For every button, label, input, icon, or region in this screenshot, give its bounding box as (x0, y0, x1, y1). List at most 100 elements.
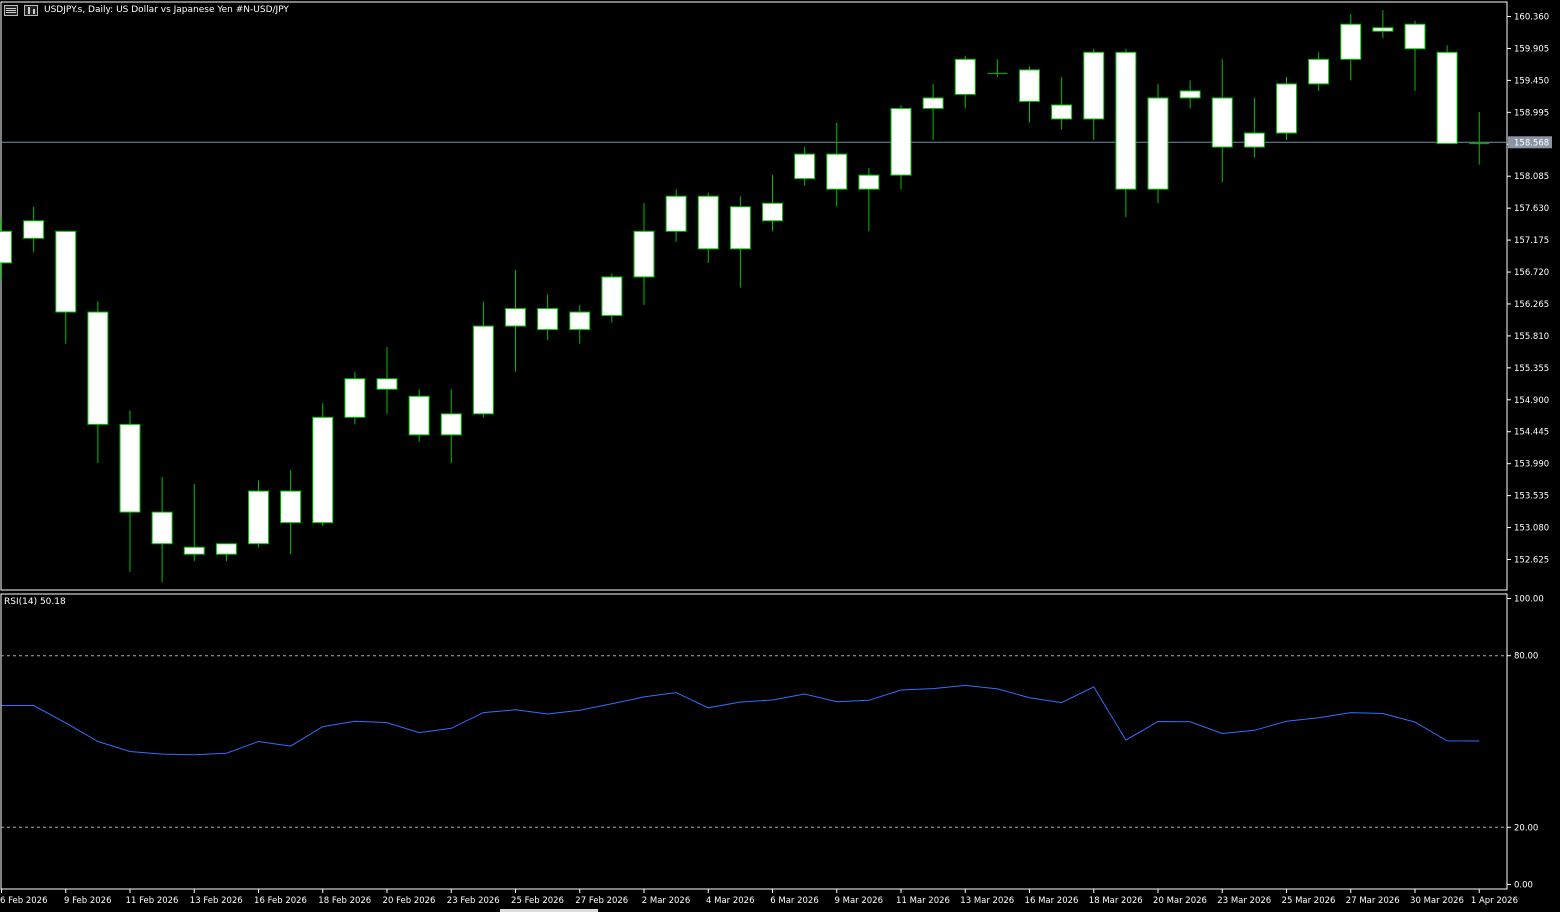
candle-body (1019, 69, 1040, 102)
time-tick-label: 2 Mar 2026 (642, 896, 690, 906)
candle (1179, 80, 1201, 109)
candle (215, 543, 237, 562)
candle-body (922, 97, 944, 109)
time-tick-label: 20 Feb 2026 (383, 896, 436, 906)
price-tick-label: 154.900 (1514, 396, 1549, 406)
candle (1243, 97, 1265, 158)
rsi-tick-label: 0.00 (1514, 881, 1533, 891)
candle (0, 217, 12, 281)
candle (633, 203, 655, 306)
time-tick-label: 18 Feb 2026 (318, 896, 371, 906)
time-tick-label: 9 Mar 2026 (835, 896, 883, 906)
candle (697, 192, 719, 263)
candle (440, 389, 462, 463)
candle-body (954, 58, 976, 95)
candle-body (151, 511, 173, 545)
time-tick-label: 13 Feb 2026 (190, 896, 243, 906)
candle (1019, 66, 1040, 123)
candle-body (119, 423, 141, 513)
price-axis: 160.360159.905159.450158.995158.540158.0… (1, 13, 1552, 566)
candle (1372, 10, 1394, 39)
rsi-panel: 100.00 80.00 20.00 0.00 (1, 595, 1544, 891)
candle-body (280, 490, 302, 524)
candle-body (55, 230, 77, 313)
candle (1436, 45, 1458, 145)
candle-body (505, 308, 526, 327)
candle-body (1211, 97, 1233, 148)
chart-frame (0, 1, 1508, 890)
rsi-tick-label: 20.00 (1514, 823, 1538, 833)
candle-body (440, 413, 462, 436)
candle-body (344, 378, 366, 418)
chart-title: USDJPY.s, Daily: US Dollar vs Japanese Y… (44, 5, 289, 15)
candle (537, 294, 559, 341)
candle (312, 403, 334, 527)
candle (1083, 48, 1105, 141)
time-tick-label: 6 Feb 2026 (0, 896, 48, 906)
candle-body (1308, 58, 1330, 85)
candle-body (0, 230, 12, 264)
candle (569, 305, 591, 344)
symbol-menu-icon[interactable] (4, 4, 18, 16)
chart-type-icon[interactable] (24, 4, 38, 16)
candle-body (1276, 83, 1297, 134)
price-tick-label: 152.625 (1514, 556, 1549, 566)
rsi-label: RSI(14) 50.18 (4, 597, 66, 607)
price-tick-label: 159.450 (1514, 76, 1549, 86)
candle (922, 83, 944, 141)
candle (729, 196, 751, 288)
candle-body (1179, 90, 1201, 99)
candle (344, 371, 366, 425)
candle-body (890, 107, 912, 176)
candle (23, 206, 45, 253)
price-tick-label: 155.355 (1514, 364, 1549, 374)
candle-body (762, 202, 783, 222)
candle-body (665, 195, 687, 232)
price-tick-label: 153.990 (1514, 460, 1549, 470)
price-tick-label: 153.535 (1514, 492, 1549, 502)
candle-body (1436, 51, 1458, 145)
time-tick-label: 13 Mar 2026 (960, 896, 1014, 906)
candle-body (697, 195, 719, 250)
price-tick-label: 160.360 (1514, 13, 1549, 23)
candle (1404, 20, 1426, 91)
candle-body (23, 220, 45, 239)
candle-body (183, 546, 205, 555)
candle (472, 301, 494, 418)
candle-body (633, 230, 655, 278)
scroll-indicator[interactable] (500, 909, 598, 912)
price-tick-label: 157.630 (1514, 204, 1549, 214)
time-tick-label: 16 Feb 2026 (254, 896, 307, 906)
candles-group (0, 10, 1490, 583)
time-tick-label: 4 Mar 2026 (706, 896, 754, 906)
candle-body (312, 416, 334, 524)
candle (1147, 83, 1169, 204)
candle (1051, 76, 1073, 130)
time-tick-label: 20 Mar 2026 (1153, 896, 1207, 906)
price-tick-label: 153.080 (1514, 524, 1549, 534)
candle-body (601, 276, 623, 317)
candle (1115, 48, 1137, 218)
candle-body (1404, 23, 1426, 50)
candle (151, 477, 173, 583)
price-tick-label: 155.810 (1514, 332, 1549, 342)
candle-body (1147, 97, 1169, 190)
candle-body (1243, 132, 1265, 148)
price-tick-label: 157.175 (1514, 236, 1549, 246)
candle (1469, 111, 1490, 165)
time-tick-label: 30 Mar 2026 (1410, 896, 1464, 906)
time-tick-label: 25 Feb 2026 (511, 896, 564, 906)
candle-body (1115, 51, 1137, 190)
price-tick-label: 154.445 (1514, 428, 1549, 438)
candle-body (248, 490, 269, 545)
time-tick-label: 1 Apr 2026 (1471, 896, 1518, 906)
candle-body (794, 153, 816, 180)
candle (87, 301, 109, 463)
candle (1340, 13, 1362, 81)
time-tick-label: 27 Mar 2026 (1346, 896, 1400, 906)
price-tick-label: 156.265 (1514, 300, 1549, 310)
current-price-label: 158.568 (1514, 138, 1549, 148)
time-tick-label: 11 Mar 2026 (896, 896, 950, 906)
